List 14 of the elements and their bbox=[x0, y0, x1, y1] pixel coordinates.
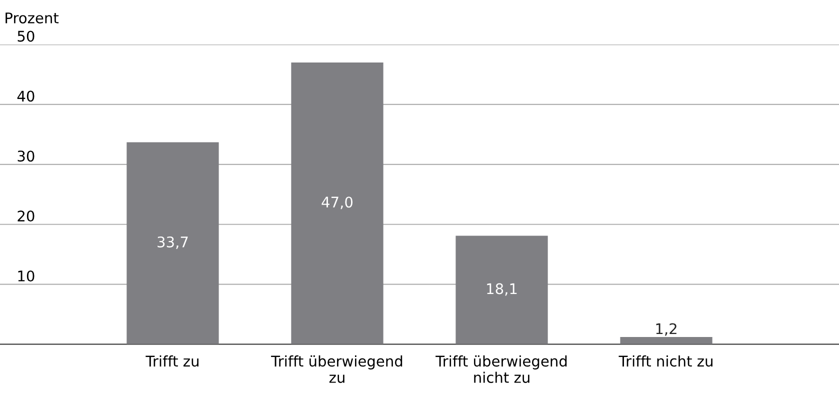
x-tick-label: Trifft zu bbox=[146, 355, 198, 367]
y-tick-label: 30 bbox=[18, 150, 34, 162]
y-tick-label: 10 bbox=[18, 270, 34, 282]
x-tick-label: Trifft überwiegend nicht zu bbox=[436, 355, 567, 383]
y-tick-label: 50 bbox=[18, 30, 34, 42]
data-label: 33,7 bbox=[158, 236, 188, 249]
data-label: 47,0 bbox=[322, 196, 353, 210]
y-tick-label: 20 bbox=[18, 210, 34, 222]
y-axis-title: Prozent bbox=[6, 12, 59, 24]
data-label: 18,1 bbox=[487, 283, 517, 296]
x-tick-label: Trifft nicht zu bbox=[618, 355, 712, 367]
data-label: 1,2 bbox=[656, 323, 676, 336]
y-tick-label: 40 bbox=[17, 90, 34, 102]
x-tick-label: Trifft überwiegend zu bbox=[271, 355, 402, 383]
